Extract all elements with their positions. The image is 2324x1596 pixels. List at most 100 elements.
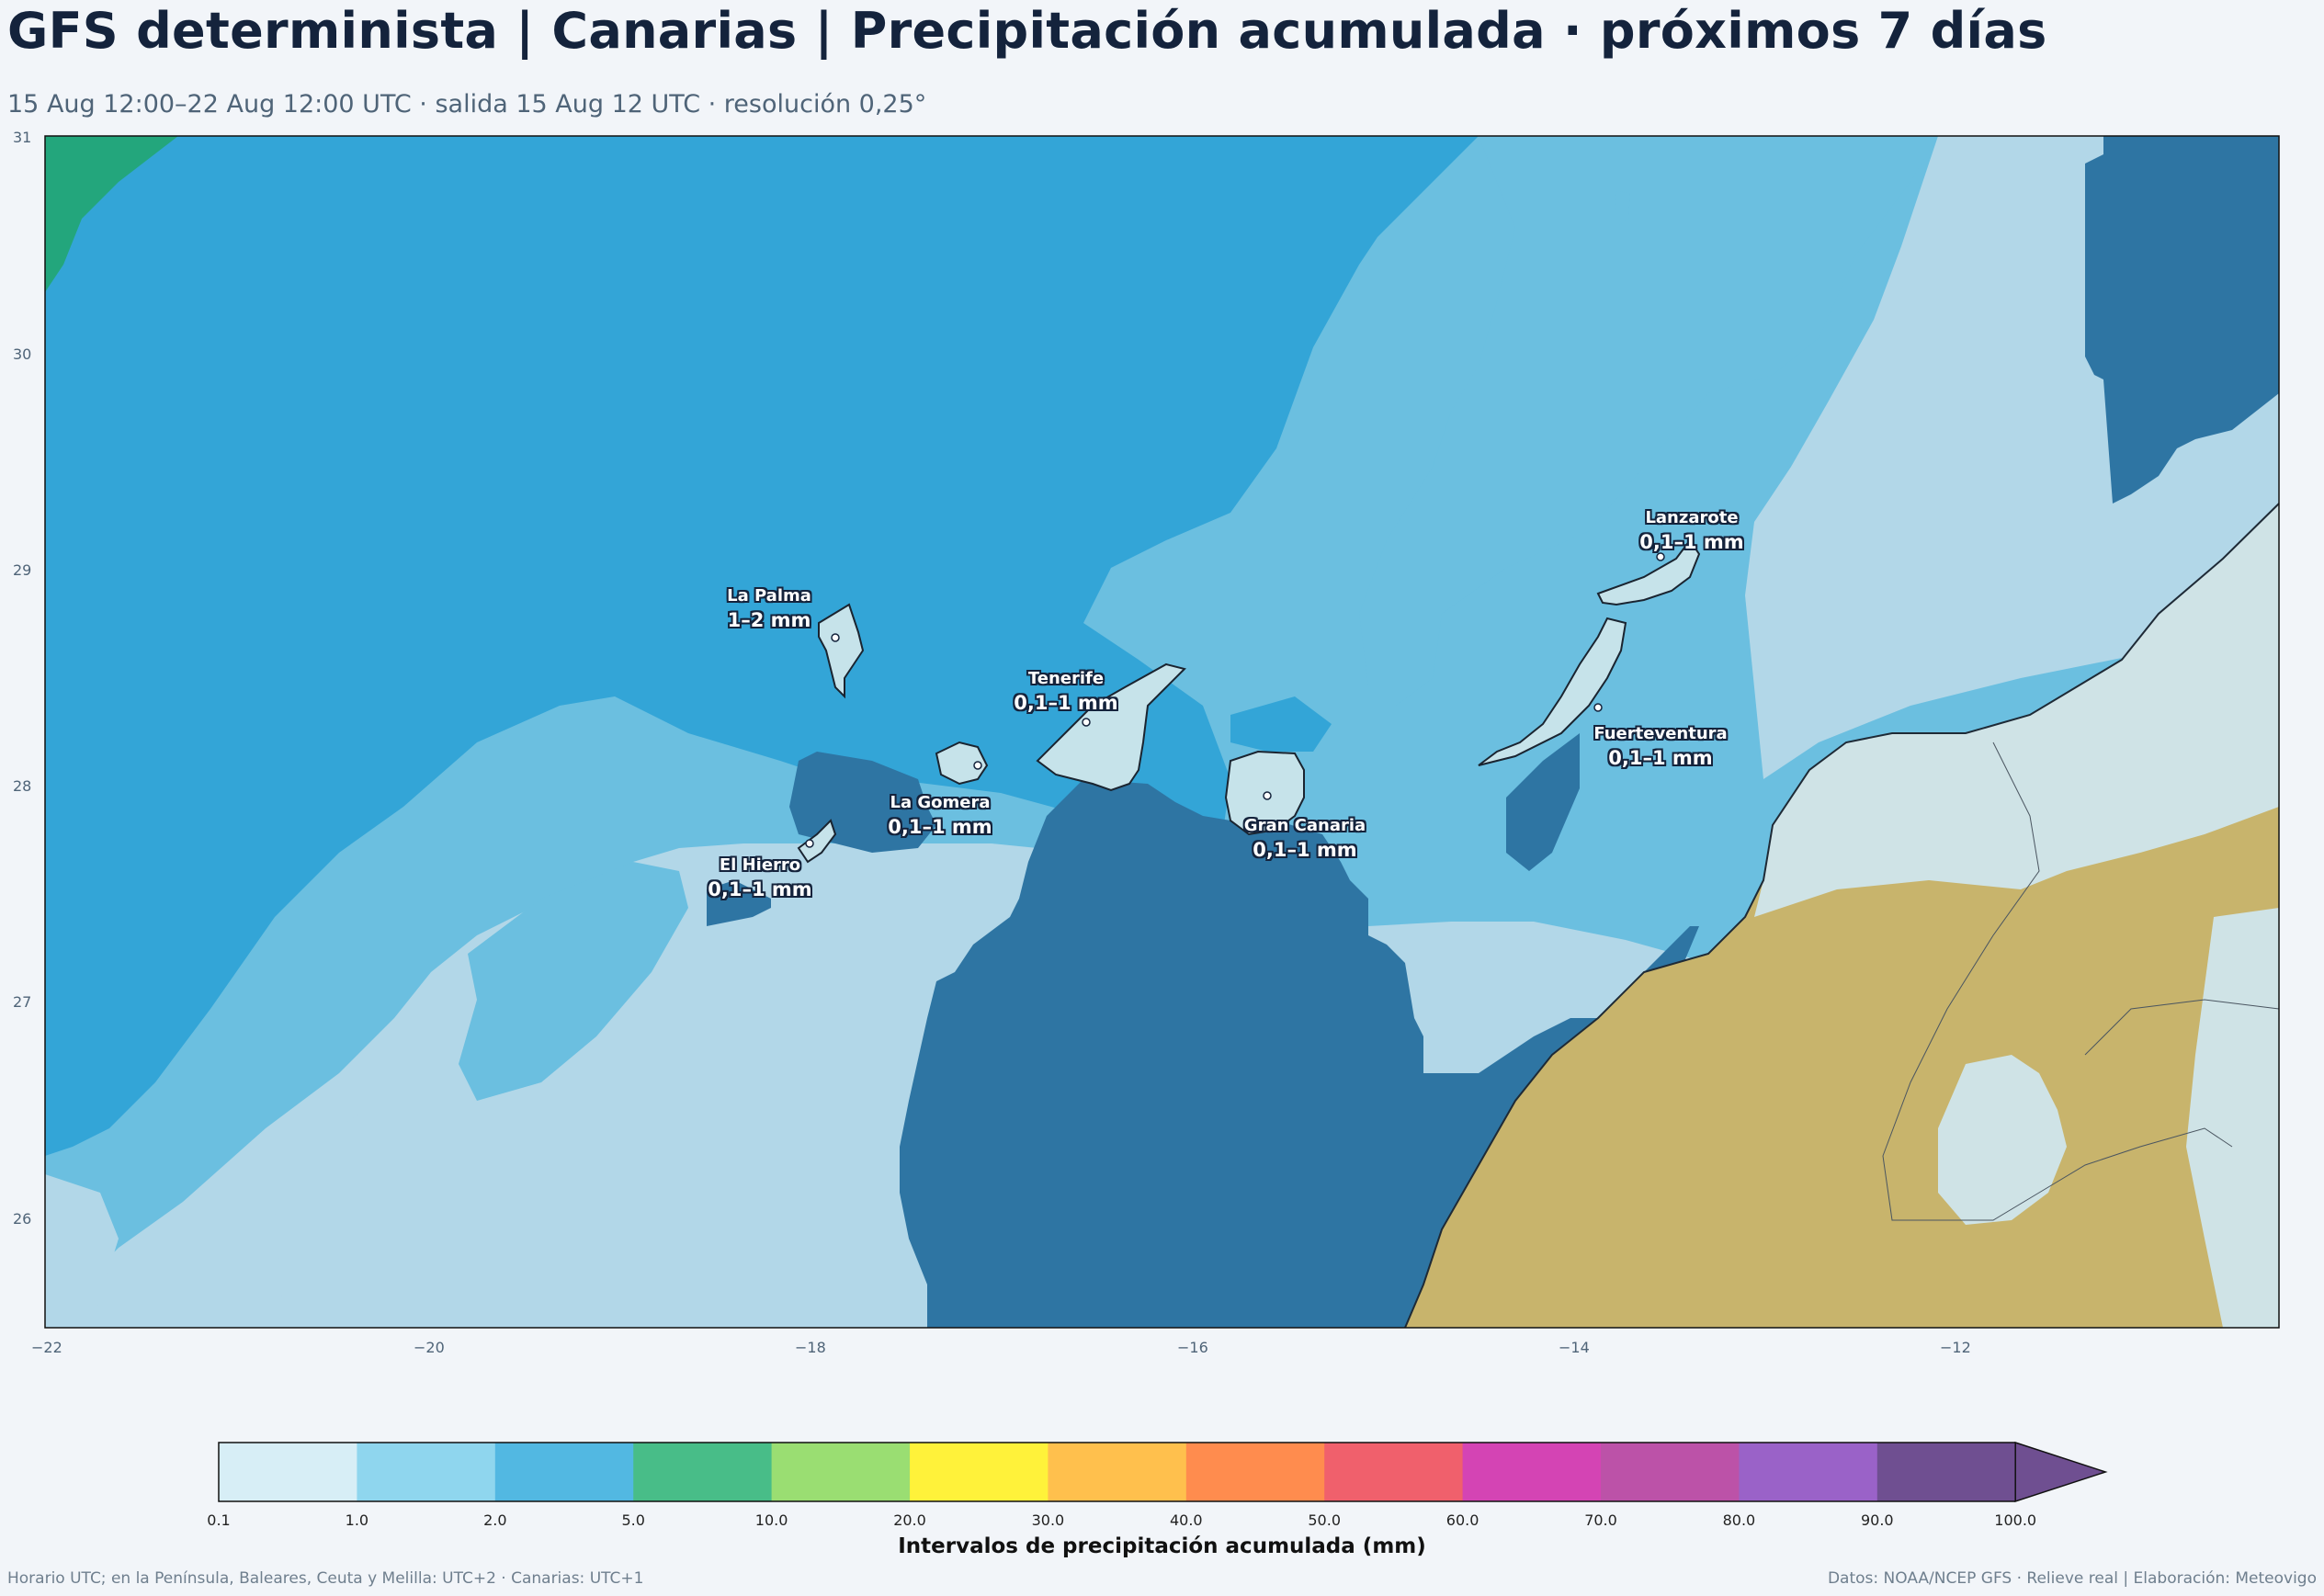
ytick-29: 29 <box>13 561 32 579</box>
border-line <box>1882 741 2233 1221</box>
colorbar-tick-label: 100.0 <box>1994 1511 2037 1529</box>
island-el-hierro <box>797 819 837 864</box>
island-la-gomera <box>935 741 989 786</box>
ytick-28: 28 <box>13 777 32 795</box>
label-la-palma-value: 1–2 mm <box>727 609 811 631</box>
label-gran-canaria-value: 0,1–1 mm <box>1253 839 1357 861</box>
heavy-zone-northwest-green <box>45 136 178 292</box>
very-heavy-spot-fuerteventura <box>1506 733 1580 871</box>
label-lanzarote-name: Lanzarote <box>1645 508 1739 527</box>
pale-ring-inland <box>1938 1055 2067 1225</box>
xtick-minus20: −20 <box>414 1339 445 1356</box>
marker-el-hierro <box>805 839 814 848</box>
colorbar-tick-label: 40.0 <box>1169 1511 1203 1529</box>
label-lanzarote-value: 0,1–1 mm <box>1639 531 1744 553</box>
ytick-26: 26 <box>13 1210 32 1228</box>
colorbar-tick-label: 80.0 <box>1722 1511 1756 1529</box>
island-lanzarote <box>1596 538 1701 606</box>
colorbar-tick-label: 1.0 <box>345 1511 369 1529</box>
colorbar-segment-0 <box>219 1443 357 1501</box>
label-tenerife: Tenerife 0,1–1 mm <box>1014 669 1117 714</box>
island-la-palma <box>818 603 865 699</box>
label-el-hierro-value: 0,1–1 mm <box>708 878 812 900</box>
colorbar-tick-label: 10.0 <box>754 1511 788 1529</box>
moderate-spot-north <box>1615 191 1630 226</box>
island-markers <box>805 552 1665 848</box>
colorbar-segment-7 <box>1185 1443 1325 1501</box>
footer-left: Horario UTC; en la Península, Baleares, … <box>7 1569 644 1588</box>
colorbar-tick-label: 60.0 <box>1445 1511 1479 1529</box>
ytick-27: 27 <box>13 993 32 1011</box>
island-shapes <box>797 538 1701 864</box>
page-subtitle: 15 Aug 12:00–22 Aug 12:00 UTC · salida 1… <box>7 90 927 119</box>
colorbar-segment-11 <box>1739 1443 1878 1501</box>
xtick-minus22: −22 <box>31 1339 62 1356</box>
coast-pale-interior <box>1754 504 2279 917</box>
colorbar-segment-12 <box>1876 1443 2016 1501</box>
colorbar-title: Intervalos de precipitación acumulada (m… <box>898 1534 1426 1558</box>
label-tenerife-value: 0,1–1 mm <box>1014 692 1118 714</box>
colorbar-segment-10 <box>1601 1443 1740 1501</box>
marker-la-palma <box>831 633 840 642</box>
xtick-minus16: −16 <box>1177 1339 1208 1356</box>
colorbar-tick-label: 50.0 <box>1308 1511 1341 1529</box>
label-la-palma-name: La Palma <box>727 586 811 606</box>
label-la-palma: La Palma 1–2 mm <box>727 586 811 631</box>
colorbar-segment-8 <box>1324 1443 1464 1501</box>
label-gran-canaria: Gran Canaria 0,1–1 mm <box>1244 816 1366 861</box>
border-line-2 <box>2084 999 2280 1056</box>
marker-lanzarote <box>1656 552 1665 561</box>
label-lanzarote: Lanzarote 0,1–1 mm <box>1639 508 1743 553</box>
coastline <box>1404 503 2280 1329</box>
footer-right: Datos: NOAA/NCEP GFS · Relieve real | El… <box>1827 1569 2317 1588</box>
marker-fuerteventura <box>1593 703 1603 712</box>
label-el-hierro-name: El Hierro <box>719 855 801 875</box>
colorbar-segment-9 <box>1462 1443 1602 1501</box>
colorbar-tick-label: 20.0 <box>893 1511 926 1529</box>
colorbar-segment-6 <box>1048 1443 1187 1501</box>
colorbar-frame <box>218 1442 2016 1502</box>
xtick-minus12: −12 <box>1940 1339 1971 1356</box>
very-heavy-zone-northeast <box>2085 136 2279 504</box>
ytick-31: 31 <box>13 129 32 146</box>
xtick-minus14: −14 <box>1559 1339 1590 1356</box>
colorbar-segment-1 <box>357 1443 496 1501</box>
heavy-rain-zone <box>45 136 1479 1156</box>
colorbar-tick-label: 30.0 <box>1031 1511 1065 1529</box>
marker-la-gomera <box>973 761 982 770</box>
label-fuerteventura-name: Fuerteventura <box>1593 724 1728 743</box>
colorbar-tick-label: 5.0 <box>621 1511 645 1529</box>
marker-gran-canaria <box>1263 791 1272 800</box>
colorbar-segment-2 <box>494 1443 634 1501</box>
moderate-lobe-north <box>1359 136 1938 706</box>
light-pocket-south <box>45 1174 119 1328</box>
label-la-gomera: La Gomera 0,1–1 mm <box>888 793 992 838</box>
map-panel[interactable]: La Palma 1–2 mm Tenerife 0,1–1 mm La Gom… <box>44 135 2280 1329</box>
xtick-minus18: −18 <box>795 1339 826 1356</box>
map-frame <box>44 135 2280 1329</box>
colorbar-segment-5 <box>910 1443 1049 1501</box>
ytick-30: 30 <box>13 345 32 363</box>
marker-tenerife <box>1082 718 1091 727</box>
colorbar-tick-label: 90.0 <box>1860 1511 1894 1529</box>
very-heavy-spot-elhierro <box>707 880 771 926</box>
label-la-gomera-name: La Gomera <box>890 793 991 812</box>
moderate-blob-west <box>459 862 688 1101</box>
label-fuerteventura: Fuerteventura 0,1–1 mm <box>1593 724 1727 769</box>
colorbar-tick-label: 2.0 <box>483 1511 507 1529</box>
label-fuerteventura-value: 0,1–1 mm <box>1608 747 1713 769</box>
heavy-spot-east <box>1230 696 1332 752</box>
island-fuerteventura <box>1478 617 1627 766</box>
label-la-gomera-value: 0,1–1 mm <box>888 816 992 838</box>
label-tenerife-name: Tenerife <box>1027 669 1105 688</box>
colorbar-tick-label: 0.1 <box>207 1511 231 1529</box>
colorbar-segment-3 <box>633 1443 773 1501</box>
page-title: GFS determinista | Canarias | Precipitac… <box>7 2 2047 60</box>
colorbar-extend-arrow <box>2014 1441 2108 1503</box>
precipitation-map[interactable] <box>44 135 2280 1329</box>
island-tenerife <box>1036 662 1186 792</box>
pale-east-band <box>2186 908 2279 1328</box>
label-el-hierro: El Hierro 0,1–1 mm <box>708 855 811 900</box>
light-zone-sw <box>275 1110 376 1328</box>
